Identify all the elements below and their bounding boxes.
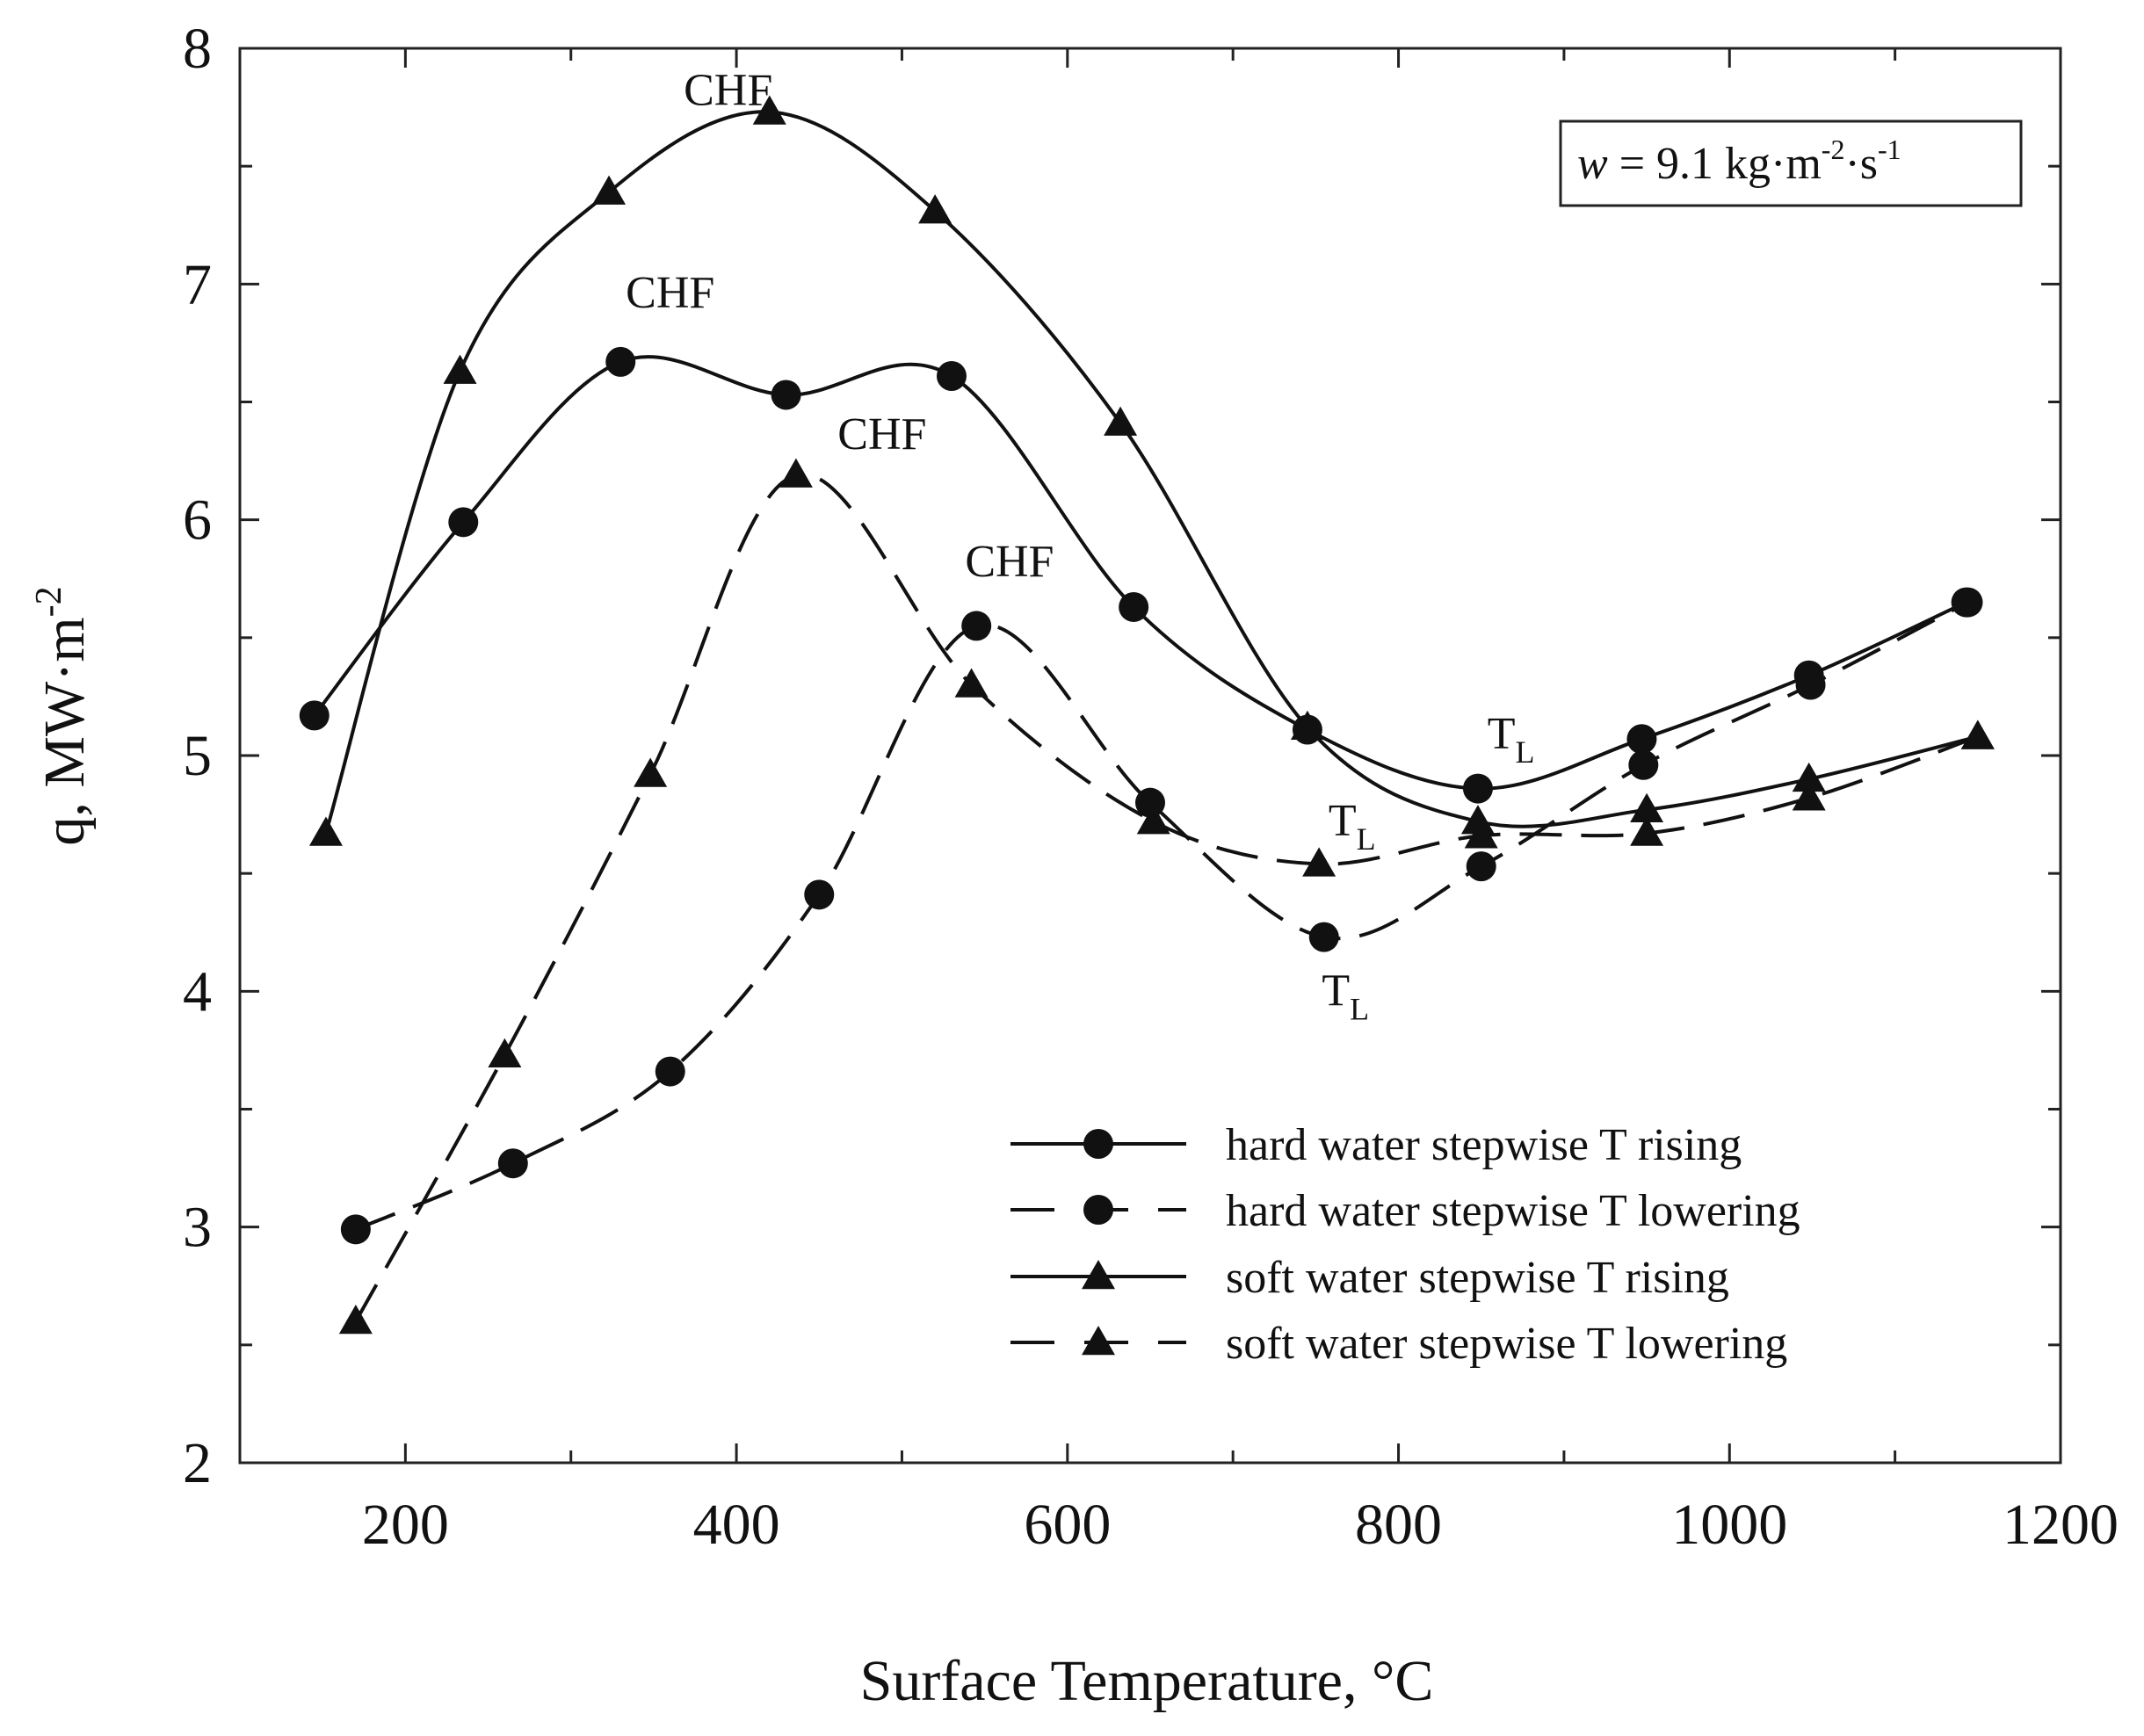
x-tick-label: 800 xyxy=(1355,1493,1442,1557)
chf-annotation: CHF xyxy=(837,409,926,459)
data-point-hard-water-stepwise-t-lowering xyxy=(1952,587,1983,618)
legend-label-hard-water-stepwise-t-lowering: hard water stepwise T lowering xyxy=(1226,1186,1800,1236)
y-tick-label: 5 xyxy=(183,724,212,788)
data-point-soft-water-stepwise-t-rising xyxy=(918,194,952,224)
condition-mid: ·s xyxy=(1844,139,1878,189)
x-axis-label: Surface Temperature, °C xyxy=(860,1649,1434,1713)
data-point-soft-water-stepwise-t-rising xyxy=(1460,805,1495,835)
data-point-soft-water-stepwise-t-lowering xyxy=(779,458,813,488)
data-point-hard-water-stepwise-t-lowering xyxy=(1135,787,1165,818)
legend-label-soft-water-stepwise-t-lowering: soft water stepwise T lowering xyxy=(1226,1319,1787,1369)
legend-marker-hard-water-stepwise-t-rising xyxy=(1083,1129,1113,1159)
tl-annotation: TL xyxy=(1329,796,1376,857)
data-point-soft-water-stepwise-t-lowering xyxy=(1630,816,1664,846)
y-axis-label-main: q, MW·m xyxy=(33,617,97,845)
data-point-soft-water-stepwise-t-rising xyxy=(1104,406,1138,436)
y-tick-label: 7 xyxy=(183,252,212,316)
data-point-hard-water-stepwise-t-lowering xyxy=(655,1056,685,1087)
data-point-soft-water-stepwise-t-lowering xyxy=(1792,781,1826,811)
data-point-soft-water-stepwise-t-lowering xyxy=(1302,847,1336,877)
condition-sup1: -2 xyxy=(1822,134,1845,165)
data-point-soft-water-stepwise-t-rising xyxy=(592,175,627,205)
data-point-hard-water-stepwise-t-lowering xyxy=(961,611,992,641)
tick-labels: 200 400 600 800 1000 1200 2 3 4 5 6 7 8 xyxy=(183,17,2119,1557)
x-tick-label: 1200 xyxy=(2003,1493,2119,1557)
data-point-hard-water-stepwise-t-lowering xyxy=(340,1214,371,1245)
legend-marker-soft-water-stepwise-t-rising xyxy=(1082,1260,1115,1290)
data-point-soft-water-stepwise-t-lowering xyxy=(1960,720,1995,749)
data-point-hard-water-stepwise-t-lowering xyxy=(804,879,835,910)
x-tick-label: 1000 xyxy=(1671,1493,1787,1557)
tl-annotation: TL xyxy=(1488,709,1535,770)
tl-annotation: TL xyxy=(1322,966,1369,1026)
data-point-hard-water-stepwise-t-rising xyxy=(936,360,967,391)
legend-label-soft-water-stepwise-t-rising: soft water stepwise T rising xyxy=(1226,1253,1729,1303)
series-line-hard-water-stepwise-t-rising xyxy=(313,355,1967,791)
data-point-soft-water-stepwise-t-rising xyxy=(308,816,343,846)
condition-var: w xyxy=(1577,139,1608,189)
data-point-hard-water-stepwise-t-rising xyxy=(1626,724,1657,755)
data-point-hard-water-stepwise-t-rising xyxy=(1119,591,1149,622)
data-point-soft-water-stepwise-t-lowering xyxy=(488,1038,522,1068)
data-point-soft-water-stepwise-t-rising xyxy=(1290,710,1324,741)
data-point-hard-water-stepwise-t-rising xyxy=(1462,773,1493,804)
y-tick-label: 3 xyxy=(183,1196,212,1260)
series-line-soft-water-stepwise-t-lowering xyxy=(354,472,1979,1322)
y-tick-label: 8 xyxy=(183,17,212,81)
y-axis-label: q, MW·m-2 xyxy=(29,586,97,845)
data-point-hard-water-stepwise-t-rising xyxy=(605,346,636,377)
legend: hard water stepwise T rising hard water s… xyxy=(1010,1120,1800,1369)
annotations: CHF CHF CHF CHF TL TL TL xyxy=(626,65,1534,1026)
data-point-soft-water-stepwise-t-lowering xyxy=(954,668,989,698)
chf-annotation: CHF xyxy=(626,268,714,318)
y-axis-label-exponent: -2 xyxy=(29,586,69,617)
condition-box: w = 9.1 kg·m-2·s-1 xyxy=(1559,119,2023,207)
legend-marker-soft-water-stepwise-t-lowering xyxy=(1082,1326,1115,1356)
y-tick-label: 2 xyxy=(183,1431,212,1495)
data-point-soft-water-stepwise-t-rising xyxy=(1792,762,1826,792)
axis-ticks xyxy=(240,47,2062,1465)
data-point-hard-water-stepwise-t-lowering xyxy=(1466,851,1496,882)
data-point-hard-water-stepwise-t-rising xyxy=(448,507,479,538)
data-point-hard-water-stepwise-t-lowering xyxy=(1308,922,1339,952)
data-point-soft-water-stepwise-t-lowering xyxy=(338,1305,373,1335)
condition-box-frame xyxy=(1559,119,2023,207)
data-point-soft-water-stepwise-t-lowering xyxy=(1464,819,1498,849)
data-point-soft-water-stepwise-t-rising xyxy=(752,95,786,125)
x-tick-label: 200 xyxy=(362,1493,449,1557)
data-point-hard-water-stepwise-t-lowering xyxy=(1628,749,1659,780)
chf-annotation: CHF xyxy=(965,537,1054,587)
data-point-soft-water-stepwise-t-rising xyxy=(1630,792,1664,822)
data-point-soft-water-stepwise-t-lowering xyxy=(1136,805,1170,835)
series-markers xyxy=(299,95,1995,1335)
condition-box-text: w = 9.1 kg·m-2·s-1 xyxy=(1577,134,1901,189)
x-tick-label: 600 xyxy=(1024,1493,1111,1557)
chf-annotation: CHF xyxy=(684,65,772,115)
data-point-hard-water-stepwise-t-lowering xyxy=(1795,669,1826,700)
data-point-soft-water-stepwise-t-lowering xyxy=(634,757,668,787)
y-tick-label: 6 xyxy=(183,488,212,553)
legend-marker-hard-water-stepwise-t-lowering xyxy=(1083,1195,1113,1225)
data-point-hard-water-stepwise-t-rising xyxy=(771,380,801,410)
data-point-hard-water-stepwise-t-lowering xyxy=(497,1148,528,1179)
condition-sup2: -1 xyxy=(1878,134,1901,165)
data-point-hard-water-stepwise-t-rising xyxy=(299,700,330,731)
condition-eq: = 9.1 kg·m xyxy=(1608,139,1822,189)
x-tick-label: 400 xyxy=(693,1493,780,1557)
legend-label-hard-water-stepwise-t-rising: hard water stepwise T rising xyxy=(1226,1120,1742,1170)
data-point-soft-water-stepwise-t-rising xyxy=(443,354,477,384)
series-line-hard-water-stepwise-t-lowering xyxy=(355,600,1969,1232)
y-tick-label: 4 xyxy=(183,959,212,1024)
